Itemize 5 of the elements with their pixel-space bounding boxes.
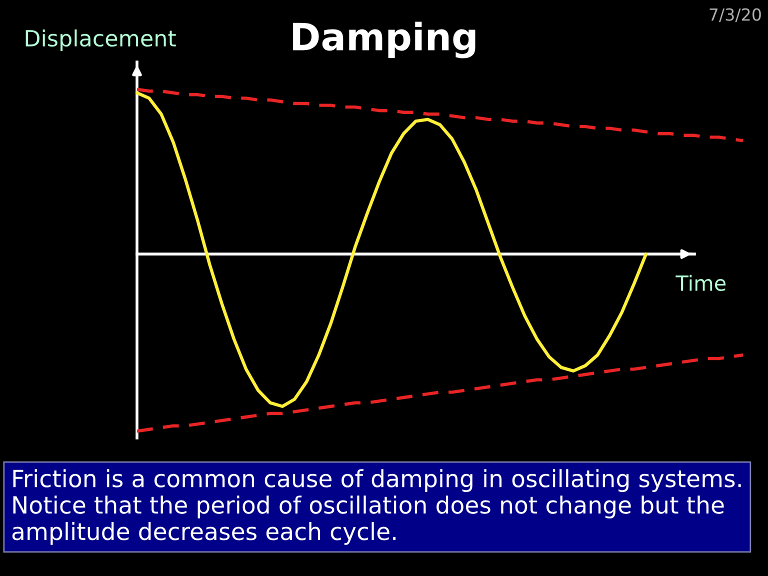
text: Friction is a common cause of damping in oscillating systems. Notice that the period of oscillation does not change but the amplitude decreases each cycle. (12, 469, 741, 545)
chart-title: Damping (293, 22, 476, 58)
x-axis-title: Time (676, 274, 726, 292)
y-axis-title: Displacement (26, 29, 176, 51)
text: 7/3/20 (710, 8, 761, 22)
